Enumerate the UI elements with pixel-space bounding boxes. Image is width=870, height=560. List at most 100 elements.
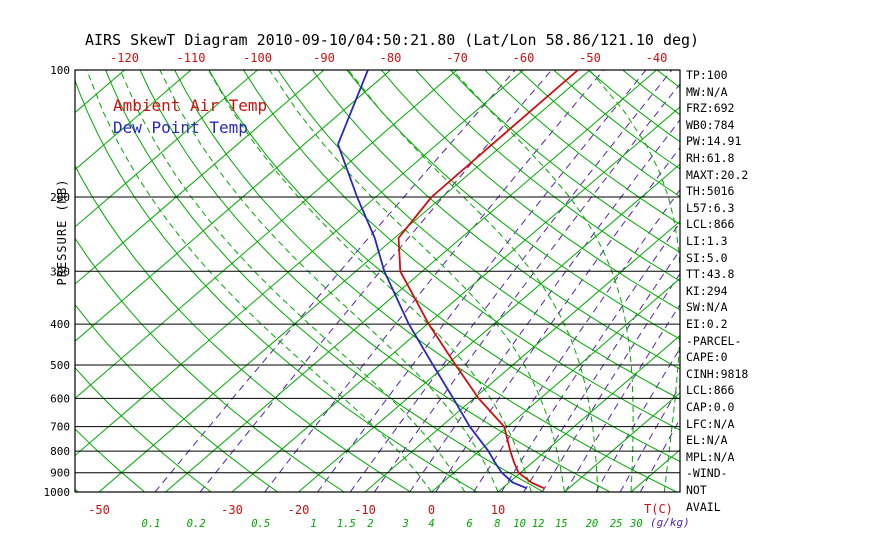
mixing-ratio-line <box>409 119 680 492</box>
dry-adiabat-line <box>139 70 611 492</box>
bottom-temp-tick-label: 10 <box>491 503 505 517</box>
mixing-ratio-line <box>317 70 647 492</box>
mixing-ratio-label: 2 <box>367 518 373 530</box>
dry-adiabat-line <box>484 70 680 225</box>
dew-point-curve <box>337 70 528 490</box>
mixing-ratio-label: 0.1 <box>142 518 161 530</box>
stat-line: CINH:9818 <box>686 366 749 381</box>
stat-line: AVAIL <box>686 499 721 514</box>
top-temp-tick-label: -60 <box>513 51 535 65</box>
bottom-temp-tick-label: -10 <box>354 503 376 517</box>
mixing-ratio-label: 0.5 <box>251 518 270 530</box>
bottom-temp-tick-label: -50 <box>88 503 110 517</box>
stat-line: SW:N/A <box>686 300 728 315</box>
dry-adiabat-line <box>311 70 680 370</box>
dry-adiabat-line <box>75 78 478 492</box>
pressure-tick-label: 600 <box>50 392 70 405</box>
moist-adiabat-line <box>119 70 466 492</box>
isotherm-line <box>431 277 680 492</box>
isotherm-line <box>75 70 258 228</box>
dry-adiabat-line <box>449 70 680 254</box>
background-lines <box>75 70 680 492</box>
stat-line: -WIND- <box>686 466 728 481</box>
dry-adiabat-line <box>208 70 680 463</box>
legend-dew-point-temp: Dew Point Temp <box>113 118 248 137</box>
stat-line: FRZ:692 <box>686 101 735 116</box>
mixing-ratio-line <box>500 221 680 492</box>
stat-line: CAPE:0 <box>686 350 728 365</box>
stats-panel: TP:100 MW:N/A FRZ:692 WB0:784 PW:14.91 RH:61.… <box>686 0 866 560</box>
moist-adiabat-line <box>452 70 634 492</box>
moist-adiabat-line <box>589 70 680 492</box>
top-temp-tick-label: -70 <box>446 51 468 65</box>
stat-line: L57:6.3 <box>686 200 735 215</box>
pressure-tick-label: 700 <box>50 421 70 434</box>
pressure-tick-label: 800 <box>50 445 70 458</box>
bottom-temp-tick-label: -30 <box>221 503 243 517</box>
stat-line: LI:1.3 <box>686 234 728 248</box>
top-temp-tick-label: -90 <box>313 51 335 65</box>
mixing-ratio-label: 20 <box>586 518 599 530</box>
stat-line: MW:N/A <box>686 84 728 99</box>
dry-adiabat-line <box>105 70 544 492</box>
mixing-ratio-label: 30 <box>629 518 643 530</box>
top-temp-tick-label: -110 <box>177 51 206 65</box>
isotherm-line <box>231 106 680 492</box>
pressure-tick-label: 900 <box>50 467 70 480</box>
isotherm-line <box>98 70 591 492</box>
dry-adiabat-line <box>518 70 680 198</box>
stat-line: MAXT:20.2 <box>686 167 749 182</box>
mixing-ratio-label: 1.5 <box>337 518 356 530</box>
stat-line: TP:100 <box>686 68 728 82</box>
mixing-ratio-label: 0.2 <box>187 518 206 530</box>
isotherm-line <box>75 70 458 399</box>
moist-adiabat-line <box>86 70 432 492</box>
pressure-tick-label: 300 <box>50 265 70 278</box>
top-temp-tick-label: -50 <box>579 51 601 65</box>
moist-adiabat-line <box>269 70 565 492</box>
stat-line: RH:61.8 <box>686 151 735 165</box>
dry-adiabat-line <box>553 70 680 170</box>
pressure-tick-label: 100 <box>50 64 70 77</box>
moist-adiabat-line <box>207 70 532 492</box>
mixing-ratio-label: 10 <box>513 518 526 530</box>
stat-line: LCL:866 <box>686 217 735 232</box>
stat-line: PW:14.91 <box>686 134 742 149</box>
stat-line: CAP:0.0 <box>686 400 735 414</box>
mixing-ratio-label: 8 <box>494 518 500 530</box>
mixing-ratio-label: 3 <box>401 518 408 530</box>
plot-frame <box>74 69 681 493</box>
pressure-tick-label: 400 <box>50 318 70 331</box>
isotherm-line <box>497 334 680 492</box>
temp-unit-label: T(C) <box>644 502 673 516</box>
dry-adiabat-line <box>277 70 680 400</box>
isotherm-line <box>75 70 325 285</box>
isotherm-line <box>298 163 680 492</box>
mixing-ratio-label: 25 <box>610 518 623 530</box>
isotherm-line <box>165 70 657 492</box>
isotherm-line <box>75 70 391 342</box>
dry-adiabat-line <box>587 70 680 143</box>
top-temp-tick-label: -100 <box>243 51 272 65</box>
mixing-ratio-label: 15 <box>555 518 568 530</box>
dry-adiabat-line <box>346 70 680 340</box>
mixing-ratio-label: 6 <box>466 518 472 530</box>
moist-adiabat-line <box>347 70 599 492</box>
top-temp-tick-label: -120 <box>110 51 139 65</box>
mixing-ratio-label: 4 <box>428 518 434 530</box>
isotherm-line <box>364 220 680 492</box>
stat-line: SI:5.0 <box>686 250 728 265</box>
stat-line: LCL:866 <box>686 383 735 398</box>
mixing-ratio-line <box>154 70 516 492</box>
mixing-ratio-label: 1 <box>310 518 316 530</box>
chart-title: AIRS SkewT Diagram 2010-09-10/04:50:21.8… <box>85 31 700 49</box>
pressure-axis-label: PRESSURE (MB) <box>55 178 69 286</box>
dry-adiabat-line <box>75 367 212 492</box>
isotherm-line <box>75 70 524 457</box>
mixing-ratio-line <box>199 70 553 492</box>
mixing-ratio-line <box>264 70 605 492</box>
stat-line: EI:0.2 <box>686 317 728 331</box>
ambient-temp-curve <box>397 70 579 490</box>
